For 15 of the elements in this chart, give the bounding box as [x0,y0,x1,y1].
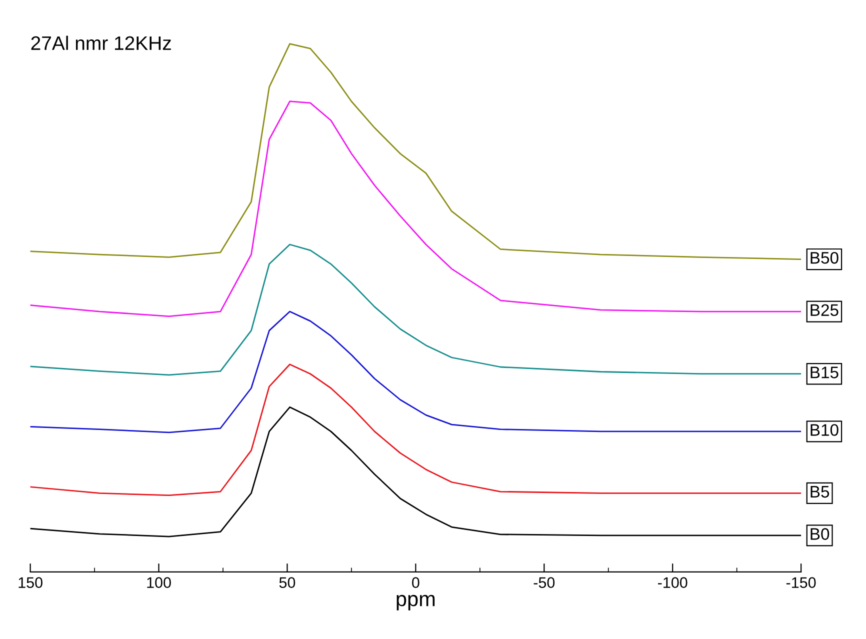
x-tick-label: -150 [786,577,816,588]
annotation: 27Al nmr 12KHz [31,36,171,50]
x-tick-label: -100 [658,577,688,588]
series-label: B15 [810,366,838,378]
series-label: B0 [810,528,830,540]
series-label: B5 [810,486,830,498]
x-tick-label: 150 [18,577,42,588]
series-label: B50 [810,252,838,264]
series-label: B10 [810,424,838,436]
x-tick-label: 100 [147,577,171,588]
x-axis-title: ppm [396,594,435,610]
series-label: B25 [810,304,838,316]
x-tick-label: -50 [534,577,555,588]
x-tick-label: 50 [279,577,296,588]
x-tick-label: 0 [412,577,420,588]
